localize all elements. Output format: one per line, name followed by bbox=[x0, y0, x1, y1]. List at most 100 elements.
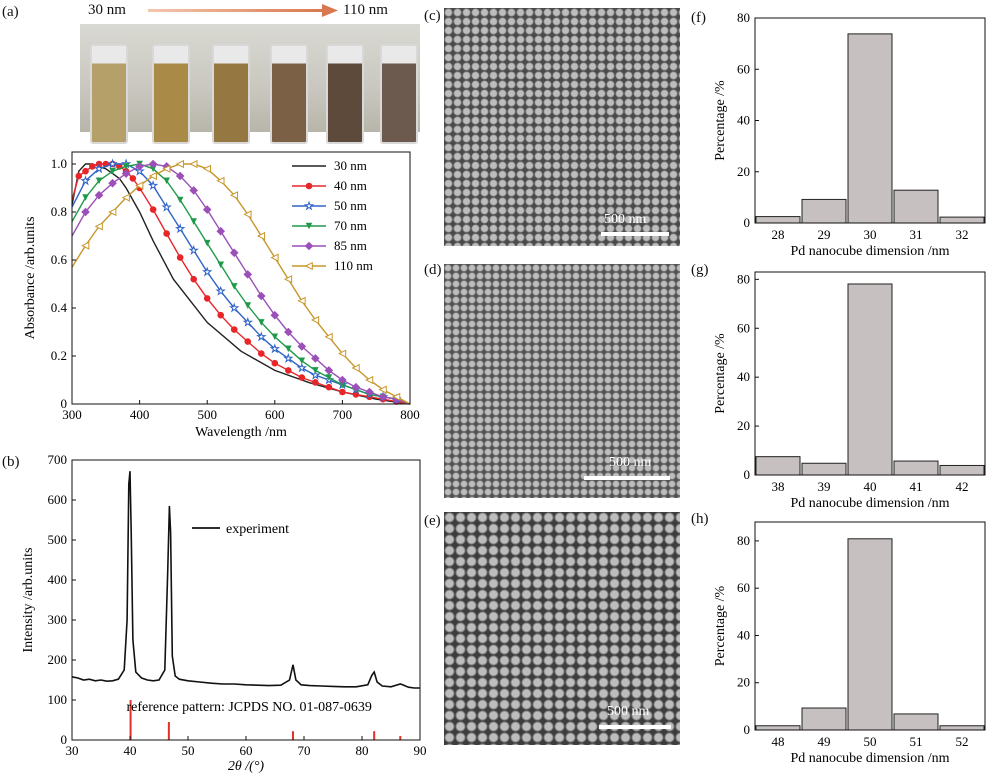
data-point bbox=[88, 163, 96, 170]
data-point bbox=[303, 200, 315, 211]
data-point bbox=[324, 366, 334, 375]
data-point bbox=[270, 253, 279, 262]
data-point bbox=[122, 163, 130, 170]
bar bbox=[755, 456, 801, 476]
data-point bbox=[162, 162, 171, 171]
data-point bbox=[149, 206, 157, 213]
y-tick-label: 80 bbox=[737, 533, 750, 548]
data-point bbox=[230, 326, 238, 333]
y-tick-label: 200 bbox=[48, 652, 68, 667]
x-tick-label: 31 bbox=[910, 227, 923, 242]
data-point bbox=[283, 275, 293, 284]
x-tick-label: 52 bbox=[956, 734, 969, 749]
vial bbox=[270, 44, 308, 144]
data-point bbox=[365, 375, 374, 385]
data-point bbox=[304, 241, 314, 251]
bar bbox=[939, 725, 985, 731]
panel-label-c: (c) bbox=[424, 8, 441, 24]
x-tick-label: 30 bbox=[66, 743, 79, 758]
y-tick-label: 0.6 bbox=[51, 252, 68, 267]
bar bbox=[939, 216, 985, 224]
y-axis-label: Intensity /arb.units bbox=[21, 548, 36, 653]
bar bbox=[755, 725, 801, 731]
x-tick-label: 80 bbox=[356, 743, 369, 758]
data-point bbox=[305, 222, 313, 230]
vial bbox=[326, 44, 364, 144]
data-point bbox=[129, 175, 137, 182]
bar bbox=[801, 707, 847, 731]
x-axis-label: Pd nanocube dimension /nm bbox=[790, 244, 949, 258]
y-tick-label: 80 bbox=[737, 10, 750, 25]
data-point bbox=[244, 302, 252, 309]
legend-label: 85 nm bbox=[334, 238, 367, 253]
panel-label-f: (f) bbox=[691, 10, 706, 26]
scale-bar-label: 500 nm bbox=[609, 455, 652, 470]
plot-frame bbox=[71, 459, 421, 741]
data-point bbox=[228, 302, 240, 313]
data-point bbox=[365, 387, 374, 397]
y-tick-label: 1.0 bbox=[51, 156, 67, 171]
data-point bbox=[310, 315, 320, 325]
bar bbox=[847, 33, 893, 224]
x-tick-label: 41 bbox=[910, 479, 923, 494]
bar bbox=[801, 198, 847, 224]
x-tick-label: 70 bbox=[298, 743, 311, 758]
panel-label-d: (d) bbox=[424, 262, 442, 278]
x-tick-label: 60 bbox=[240, 743, 253, 758]
y-tick-label: 20 bbox=[737, 164, 750, 179]
data-point bbox=[202, 164, 211, 173]
data-point bbox=[81, 207, 90, 217]
y-axis-label: Absorbance /arb.units bbox=[23, 217, 38, 340]
data-point bbox=[339, 388, 346, 396]
panel-label-e: (e) bbox=[424, 513, 441, 529]
data-point bbox=[284, 327, 293, 337]
data-point bbox=[176, 254, 184, 261]
panel-label-h: (h) bbox=[691, 511, 709, 527]
legend-label: experiment bbox=[226, 522, 289, 537]
data-point bbox=[121, 193, 130, 202]
data-point bbox=[296, 362, 307, 373]
y-tick-label: 0 bbox=[744, 215, 751, 230]
y-tick-label: 80 bbox=[737, 271, 750, 286]
x-axis-label: Wavelength /nm bbox=[195, 425, 287, 440]
data-point bbox=[215, 285, 226, 296]
data-point bbox=[311, 354, 320, 363]
data-point bbox=[147, 180, 159, 191]
histogram-30nm: 28 29 30 31 32 0 20 40 60 80 Pd nanocube dimension… bbox=[713, 10, 986, 258]
data-point bbox=[297, 296, 306, 305]
vial bbox=[152, 44, 190, 144]
data-point bbox=[148, 171, 157, 181]
vial bbox=[380, 44, 418, 144]
y-tick-label: 700 bbox=[48, 452, 68, 467]
data-point bbox=[93, 163, 105, 174]
data-point bbox=[298, 357, 306, 365]
y-axis-label: Percentage /% bbox=[713, 80, 728, 161]
data-point bbox=[312, 367, 319, 374]
data-point bbox=[109, 167, 116, 175]
x-tick-label: 51 bbox=[910, 734, 923, 749]
x-tick-label: 30 bbox=[864, 227, 877, 242]
y-tick-label: 60 bbox=[737, 580, 750, 595]
size-start-label: 30 nm bbox=[88, 2, 126, 18]
data-point bbox=[242, 316, 254, 327]
data-point bbox=[176, 196, 184, 204]
data-point bbox=[243, 270, 253, 279]
data-point bbox=[351, 382, 361, 392]
data-point bbox=[163, 230, 170, 237]
data-point bbox=[175, 159, 184, 169]
data-point bbox=[148, 159, 158, 169]
data-point bbox=[310, 369, 321, 380]
vial bbox=[212, 44, 250, 144]
vial bbox=[90, 44, 128, 144]
y-tick-label: 0.2 bbox=[51, 348, 67, 363]
data-point bbox=[256, 231, 266, 241]
panel-label-b: (b) bbox=[2, 454, 20, 470]
legend-label: 50 nm bbox=[334, 198, 367, 213]
size-end-label: 110 nm bbox=[343, 2, 388, 18]
x-tick-label: 28 bbox=[772, 227, 785, 242]
vial-photo bbox=[80, 24, 420, 144]
data-point bbox=[75, 172, 83, 180]
data-point bbox=[244, 338, 252, 345]
bar bbox=[847, 283, 893, 476]
data-point bbox=[378, 392, 388, 402]
